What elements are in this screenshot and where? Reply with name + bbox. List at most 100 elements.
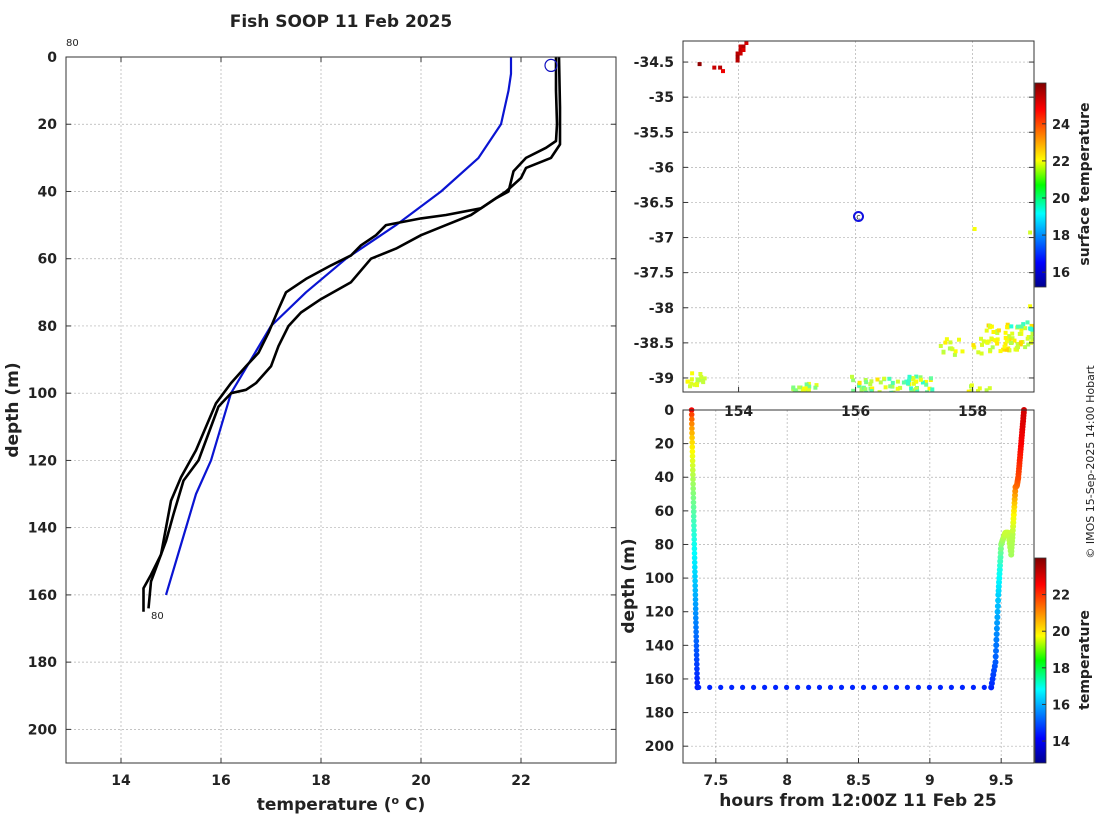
profile-y-tick-label: 0 <box>47 50 57 66</box>
depth-time-point <box>692 592 699 598</box>
depth-time-point <box>691 518 697 524</box>
map-sst-cell <box>1005 322 1010 327</box>
depth-time-point <box>693 643 700 649</box>
depth-time-point <box>693 638 700 644</box>
map-sst-cell <box>918 375 923 380</box>
map-sst-cell <box>1017 331 1022 336</box>
depth-time-point <box>693 624 699 631</box>
map-sst-cell <box>986 339 991 344</box>
map-sst-cell <box>795 392 799 396</box>
depth-time-point <box>691 536 697 543</box>
map-sst-cell <box>689 381 694 386</box>
map-sst-cell <box>891 390 896 392</box>
depth-time-point <box>689 458 696 464</box>
depth-time-grid <box>683 409 1034 763</box>
map-sst-cell <box>923 379 928 384</box>
depth-time-point <box>691 555 698 561</box>
map-sst-cell <box>1007 337 1012 342</box>
profile-x-tick-label: 16 <box>211 773 230 789</box>
map-sst-cell <box>1003 335 1008 340</box>
map-sst-cell <box>1010 336 1015 341</box>
depth-time-point <box>690 499 697 506</box>
profile-y-tick-label: 40 <box>38 184 58 200</box>
map-sst-cell <box>685 379 690 384</box>
map-y-tick-label: -36 <box>649 160 674 176</box>
depth-time-point <box>992 659 999 666</box>
map-sst-cell <box>991 330 996 334</box>
map-y-tick-label: -36.5 <box>634 195 674 211</box>
depth-time-point <box>915 684 922 691</box>
map-sst-cell <box>995 341 1000 346</box>
map-y-tick-label: -37.5 <box>634 266 674 282</box>
depth-time-y-tick-label: 160 <box>645 672 674 688</box>
depth-time-point <box>691 522 697 529</box>
profile-series <box>142 56 562 612</box>
depth-time-point <box>993 642 1000 649</box>
map-sst-cell <box>702 376 707 381</box>
map-sst-cell <box>1028 230 1033 235</box>
depth-time-points <box>688 407 1027 691</box>
depth-time-y-tick-label: 120 <box>645 605 674 621</box>
depth-time-point <box>729 684 735 691</box>
depth-time-point <box>981 684 987 691</box>
map-sst-cell <box>918 377 923 382</box>
profile-y-tick-label: 200 <box>28 722 57 738</box>
depth-time-point <box>689 430 695 436</box>
map-sst-cell <box>976 389 980 392</box>
depth-time-point <box>693 652 700 658</box>
map-sst-cell <box>869 379 874 384</box>
map-sst-cell <box>979 351 984 356</box>
depth-time-x-tick-label: 9 <box>925 773 935 789</box>
map-sst-cell <box>966 389 971 392</box>
map-sst-cell <box>864 390 869 392</box>
profile-y-tick-label: 60 <box>38 252 58 268</box>
map-y-tick-label: -39 <box>649 371 674 387</box>
depth-time-x-tick-label: 8 <box>782 773 792 789</box>
map-sst-cell <box>741 44 746 49</box>
map-sst-cell <box>1028 304 1033 309</box>
map-sst-cell <box>976 350 981 355</box>
map-sst-cell <box>735 55 740 59</box>
profile-start-marker <box>544 58 558 73</box>
map-sst-cell <box>981 339 986 344</box>
map-sst-cell <box>984 388 989 392</box>
depth-time-point <box>707 684 713 691</box>
map-sst-cell <box>906 381 910 386</box>
map-sst-cell <box>1026 342 1031 347</box>
depth-time-colorbar <box>1034 557 1047 764</box>
map-sst-cell <box>1018 340 1023 345</box>
depth-time-point <box>992 653 999 660</box>
map-sst-cell <box>688 384 692 389</box>
depth-time-point <box>904 684 911 691</box>
map-sst-cell <box>971 343 976 348</box>
depth-time-point <box>691 541 698 547</box>
map-frame <box>682 40 1035 393</box>
map-sst-cell <box>924 382 929 387</box>
map-sst-cell <box>887 376 892 381</box>
depth-time-point <box>816 684 823 691</box>
map-sst-cell <box>909 390 914 392</box>
map-sst-cell <box>948 340 953 345</box>
map-sst-cell <box>889 390 894 392</box>
map-sst-cell <box>744 41 749 45</box>
profile-x-tick-label: 18 <box>311 773 330 789</box>
map-sst-cell <box>690 371 695 376</box>
map-sst-cell <box>1012 338 1017 343</box>
map-sst-cell <box>851 388 856 392</box>
map-sst-cell <box>1016 324 1020 329</box>
map-sst-cell <box>1010 331 1015 336</box>
map-colorbar-tick-label: 18 <box>1052 229 1070 244</box>
depth-time-point <box>689 453 696 460</box>
depth-time-colorbar-tick-label: 14 <box>1052 735 1070 750</box>
depth-time-point <box>692 606 699 612</box>
map-sst-cell <box>927 386 932 391</box>
depth-time-colorbar-tick-label: 22 <box>1052 589 1070 604</box>
depth-time-point <box>784 684 790 691</box>
map-sst-cell <box>998 349 1003 354</box>
map-colorbar-tick-label: 20 <box>1052 192 1070 207</box>
map-sst-cell <box>802 386 806 391</box>
map-sst-cell <box>870 386 875 391</box>
map-sst-cell <box>895 379 900 384</box>
depth-time-y-tick-label: 100 <box>645 571 674 587</box>
